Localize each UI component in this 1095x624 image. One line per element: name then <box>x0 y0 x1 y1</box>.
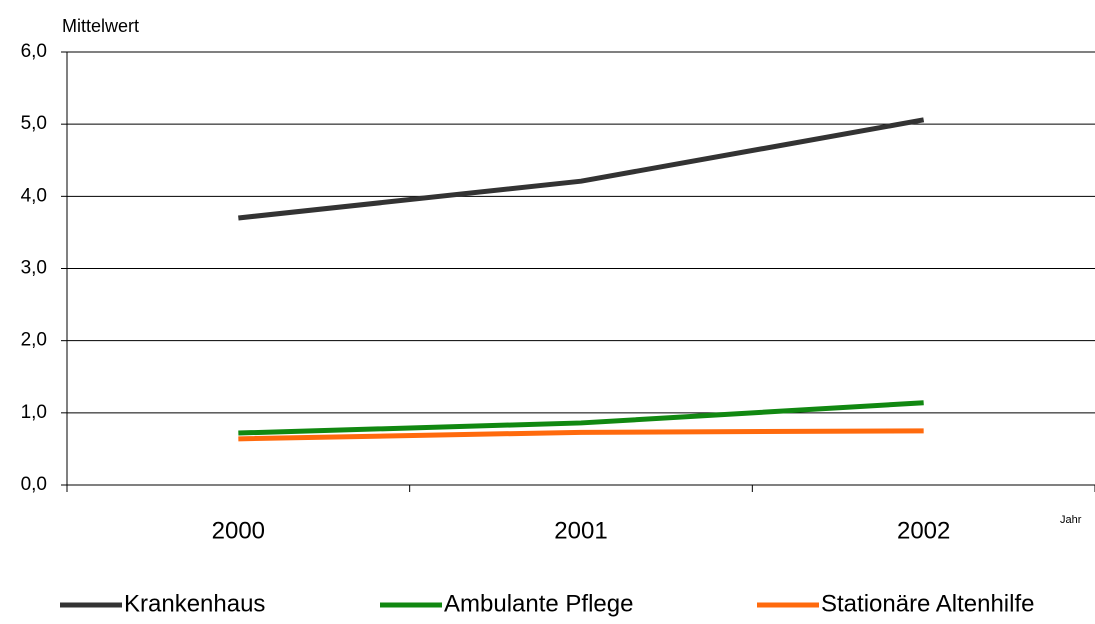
y-tick-label: 0,0 <box>21 474 47 495</box>
y-tick-label: 6,0 <box>21 41 47 62</box>
y-tick-label: 3,0 <box>21 258 47 279</box>
series-line <box>238 117 925 221</box>
x-tick-label: 2001 <box>554 517 607 544</box>
series-line <box>238 400 924 436</box>
y-tick-label: 1,0 <box>21 402 47 423</box>
legend-label: Stationäre Altenhilfe <box>821 590 1034 617</box>
x-axis-label: Jahr <box>1060 514 1082 526</box>
x-tick-label: 2000 <box>212 517 265 544</box>
x-tick-label: 2002 <box>897 517 950 544</box>
y-tick-label: 4,0 <box>21 185 47 206</box>
series-line <box>238 428 924 442</box>
legend-label: Ambulante Pflege <box>444 590 633 617</box>
y-axis-label: Mittelwert <box>62 16 139 36</box>
legend-label: Krankenhaus <box>124 590 265 617</box>
y-tick-label: 5,0 <box>21 113 47 134</box>
y-tick-label: 2,0 <box>21 330 47 351</box>
